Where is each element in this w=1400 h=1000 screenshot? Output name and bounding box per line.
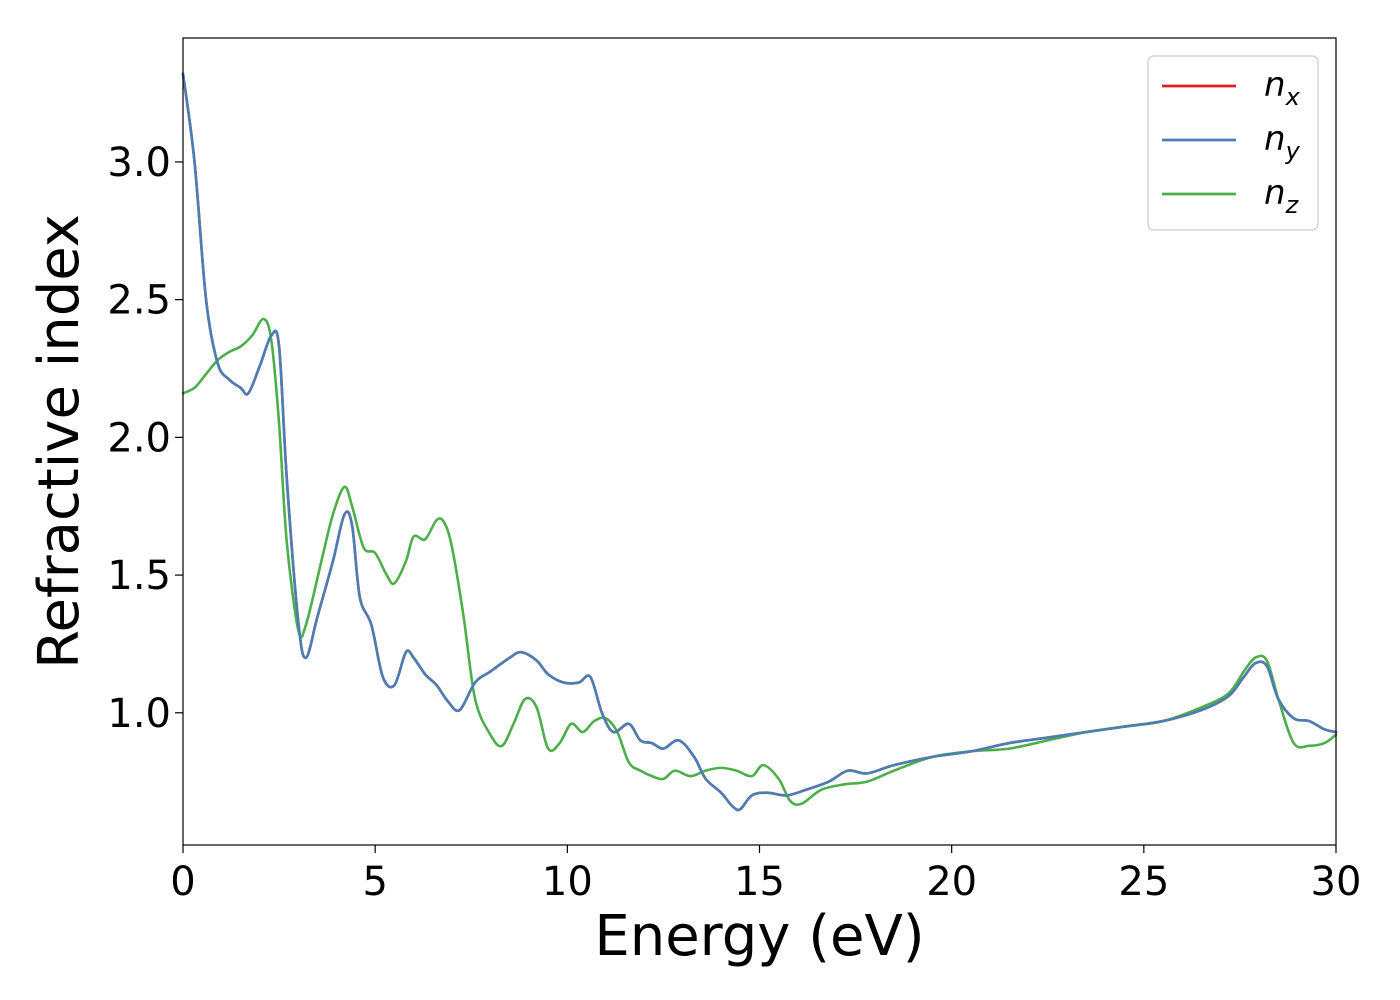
y-tick-label: 2.5 [107,278,171,324]
y-tick-label: 1.5 [107,553,171,599]
x-axis-ticks: 0 5 10 15 20 25 30 [170,845,1361,905]
x-tick-label: 10 [542,859,593,905]
legend-label: nz [1264,173,1300,219]
series-line-z [181,317,1338,807]
legend-box [1147,55,1319,231]
x-axis-title: Energy (eV) [594,904,924,969]
y-tick-label: 2.0 [107,415,171,461]
x-tick-label: 20 [926,859,977,905]
legend-item-z: nz [1162,173,1300,219]
x-tick-label: 15 [734,859,785,905]
legend-item-x: nx [1162,65,1301,111]
x-tick-label: 5 [362,859,387,905]
series-layer [181,72,1338,812]
legend-label: nx [1264,65,1301,111]
series-line-y [181,72,1338,812]
x-tick-label: 30 [1311,859,1362,905]
legend: nx ny nz [1147,55,1319,231]
x-tick-label: 0 [170,859,195,905]
legend-label: ny [1264,119,1301,165]
x-tick-label: 25 [1118,859,1169,905]
y-tick-label: 1.0 [107,691,171,737]
y-axis-title: Refractive index [27,214,92,669]
y-tick-label: 3.0 [107,140,171,186]
legend-item-y: ny [1162,119,1301,165]
y-axis-ticks: 1.0 1.5 2.0 2.5 3.0 [107,140,183,737]
